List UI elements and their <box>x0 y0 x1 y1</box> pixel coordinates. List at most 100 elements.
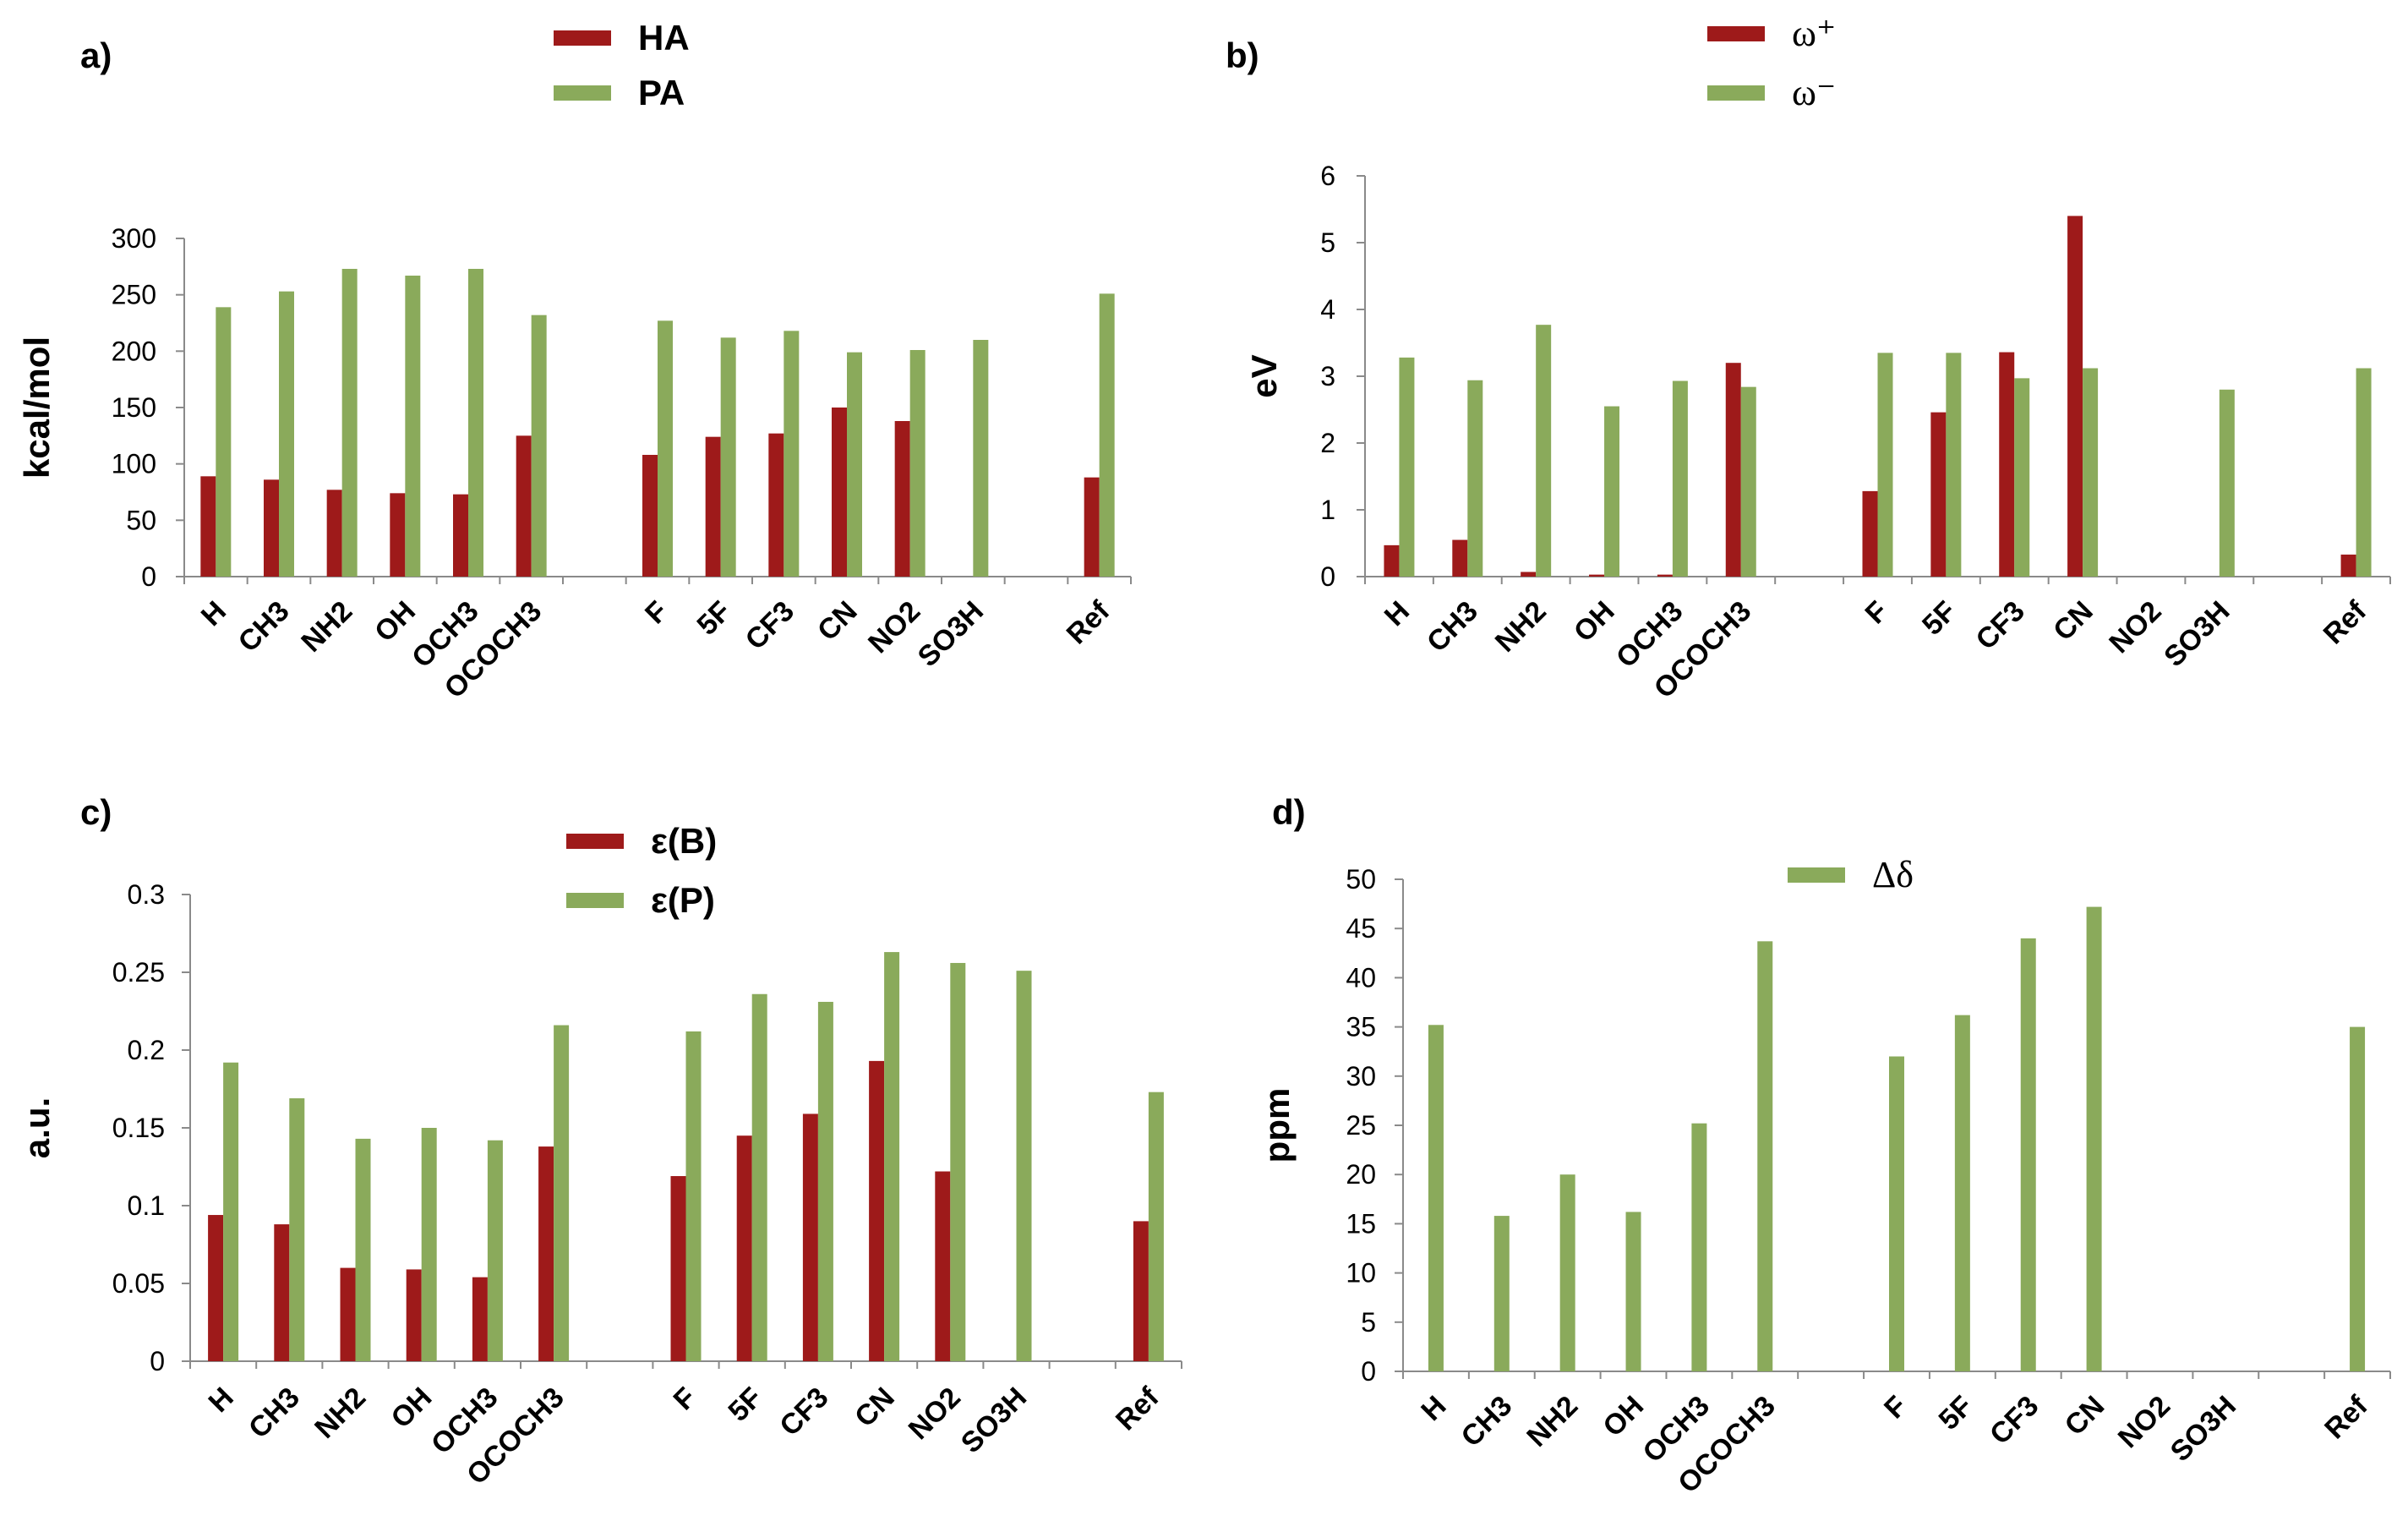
bar-NO2-s2 <box>950 962 966 1361</box>
category-label: F <box>668 1382 703 1417</box>
bar-CN-s2 <box>2086 906 2102 1371</box>
legend-label: ω⁻ <box>1792 72 1836 113</box>
y-tick-label: 15 <box>1346 1208 1376 1239</box>
y-tick-label: 5 <box>1361 1307 1376 1338</box>
bar-CN-s2 <box>884 952 900 1361</box>
bar-Ref-s1 <box>1084 477 1100 577</box>
bar-OCH3-s2 <box>468 269 483 577</box>
y-tick-label: 10 <box>1346 1258 1376 1289</box>
bar-OCOCH3-s2 <box>531 315 547 577</box>
bar-H-s2 <box>1399 357 1415 577</box>
bar-OCH3-s2 <box>487 1140 503 1361</box>
bar-F-s1 <box>642 455 658 577</box>
y-axis-label: eV <box>1244 354 1284 397</box>
bar-NO2-s2 <box>909 350 926 577</box>
panel-letter: b) <box>1226 36 1259 75</box>
bar-Ref-s1 <box>1133 1221 1149 1361</box>
bar-NH2-s1 <box>340 1267 356 1361</box>
category-label: 5F <box>691 595 737 642</box>
bar-F-s2 <box>658 320 673 577</box>
y-tick-label: 0.3 <box>128 879 165 910</box>
bar-CH3-s2 <box>279 291 294 577</box>
category-label: NH2 <box>1489 595 1553 659</box>
bar-OCOCH3-s2 <box>554 1025 570 1361</box>
bar-H-s1 <box>200 476 216 577</box>
category-label: SO3H <box>2165 1390 2242 1468</box>
bar-5F-s2 <box>751 993 767 1361</box>
y-tick-label: 300 <box>112 223 156 254</box>
category-label: CF3 <box>1970 595 2031 656</box>
y-tick-label: 0.25 <box>112 957 165 988</box>
bar-OH-s1 <box>1589 574 1605 577</box>
bar-SO3H-s2 <box>973 340 989 577</box>
y-tick-label: 0.15 <box>112 1113 165 1143</box>
category-label: CN <box>2047 595 2099 648</box>
bar-OCH3-s1 <box>1657 574 1673 577</box>
y-tick-label: 0 <box>141 561 156 592</box>
category-label: CN <box>811 595 864 648</box>
bar-NH2-s2 <box>1559 1174 1575 1371</box>
y-axis-label: ppm <box>1257 1088 1297 1163</box>
bar-CN-s1 <box>869 1060 885 1361</box>
category-label: CH3 <box>1421 595 1484 659</box>
y-tick-label: 1 <box>1320 495 1335 525</box>
category-label: Ref <box>2318 1389 2374 1445</box>
bar-OH-s1 <box>390 493 406 577</box>
bar-5F-s2 <box>1946 353 1962 577</box>
y-tick-label: 5 <box>1320 227 1335 258</box>
legend-swatch <box>1707 26 1765 41</box>
y-tick-label: 0.05 <box>112 1268 165 1299</box>
legend-swatch <box>554 85 611 101</box>
bar-CH3-s2 <box>289 1098 305 1361</box>
category-label: SO3H <box>955 1382 1033 1459</box>
panel-letter: a) <box>80 36 112 75</box>
bar-OCH3-s1 <box>472 1277 488 1361</box>
bar-CN-s1 <box>2067 216 2083 577</box>
bar-OCOCH3-s1 <box>538 1146 554 1361</box>
bar-OH-s2 <box>1604 406 1620 577</box>
category-label: F <box>1878 1390 1914 1425</box>
bar-F-s2 <box>685 1031 702 1361</box>
bar-OCH3-s1 <box>453 494 468 577</box>
category-label: H <box>1415 1390 1452 1427</box>
category-label: CH3 <box>232 595 296 659</box>
legend-swatch <box>566 893 624 908</box>
y-tick-label: 3 <box>1320 361 1335 391</box>
category-label: F <box>1859 595 1895 631</box>
bar-OH-s2 <box>1625 1212 1641 1371</box>
bar-OCOCH3-s1 <box>516 435 532 577</box>
bar-OCOCH3-s1 <box>1725 363 1741 577</box>
category-label: CF3 <box>773 1382 834 1442</box>
y-tick-label: 30 <box>1346 1061 1376 1092</box>
bar-CN-s1 <box>832 408 847 577</box>
bar-H-s1 <box>208 1215 224 1361</box>
bar-H-s2 <box>1428 1025 1444 1371</box>
bar-Ref-s2 <box>1099 293 1115 577</box>
bar-F-s2 <box>1877 353 1893 577</box>
bar-CH3-s1 <box>274 1224 290 1361</box>
bar-OH-s2 <box>421 1128 437 1361</box>
panel-letter: c) <box>80 792 112 832</box>
bar-CF3-s2 <box>784 331 800 577</box>
category-label: 5F <box>722 1382 768 1428</box>
y-tick-label: 40 <box>1346 962 1376 993</box>
bar-F-s1 <box>1862 490 1878 577</box>
bar-CF3-s1 <box>768 433 784 577</box>
y-tick-label: 0.1 <box>128 1190 165 1221</box>
y-tick-label: 35 <box>1346 1012 1376 1042</box>
category-label: F <box>639 595 674 631</box>
bar-OCH3-s2 <box>1672 380 1688 577</box>
y-tick-label: 4 <box>1320 294 1335 325</box>
y-tick-label: 20 <box>1346 1159 1376 1190</box>
y-tick-label: 50 <box>1346 864 1376 895</box>
bar-CN-s2 <box>2083 368 2099 577</box>
y-tick-label: 0 <box>1361 1356 1376 1387</box>
bar-NH2-s1 <box>326 490 342 577</box>
category-label: CH3 <box>243 1382 306 1445</box>
bar-Ref-s2 <box>2350 1026 2366 1371</box>
y-tick-label: 250 <box>112 280 156 310</box>
legend-swatch <box>554 30 611 46</box>
category-label: Ref <box>1061 594 1117 650</box>
